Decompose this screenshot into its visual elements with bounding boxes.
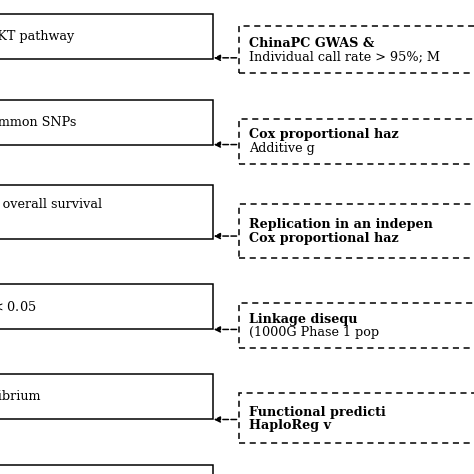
FancyBboxPatch shape (0, 374, 213, 419)
Text: /PI3K/AKT pathway: /PI3K/AKT pathway (0, 30, 74, 43)
Text: with $\mathit{P}$ < 0.05: with $\mathit{P}$ < 0.05 (0, 300, 36, 314)
Text: HaploReg v: HaploReg v (249, 419, 331, 432)
FancyBboxPatch shape (0, 284, 213, 329)
Text: Cox proportional haz: Cox proportional haz (249, 128, 399, 141)
Text: yped common SNPs: yped common SNPs (0, 116, 76, 128)
Text: Cox proportional haz: Cox proportional haz (249, 232, 399, 245)
Text: ChinaPC GWAS &: ChinaPC GWAS & (249, 37, 374, 50)
FancyBboxPatch shape (0, 465, 213, 474)
Text: Linkage disequ: Linkage disequ (249, 313, 357, 326)
Text: (1000G Phase 1 pop: (1000G Phase 1 pop (249, 327, 379, 339)
FancyBboxPatch shape (239, 26, 474, 73)
FancyBboxPatch shape (239, 393, 474, 443)
Text: Replication in an indepen: Replication in an indepen (249, 219, 433, 231)
Text: Functional predicti: Functional predicti (249, 406, 386, 419)
FancyBboxPatch shape (0, 185, 213, 239)
FancyBboxPatch shape (239, 303, 474, 348)
FancyBboxPatch shape (0, 100, 213, 145)
FancyBboxPatch shape (239, 204, 474, 258)
FancyBboxPatch shape (0, 14, 213, 59)
Text: with PC overall survival
5): with PC overall survival 5) (0, 198, 102, 226)
Text: disequilibrium: disequilibrium (0, 391, 41, 403)
FancyBboxPatch shape (239, 118, 474, 164)
Text: Additive g: Additive g (249, 142, 315, 155)
Text: Individual call rate > 95%; M: Individual call rate > 95%; M (249, 50, 440, 64)
